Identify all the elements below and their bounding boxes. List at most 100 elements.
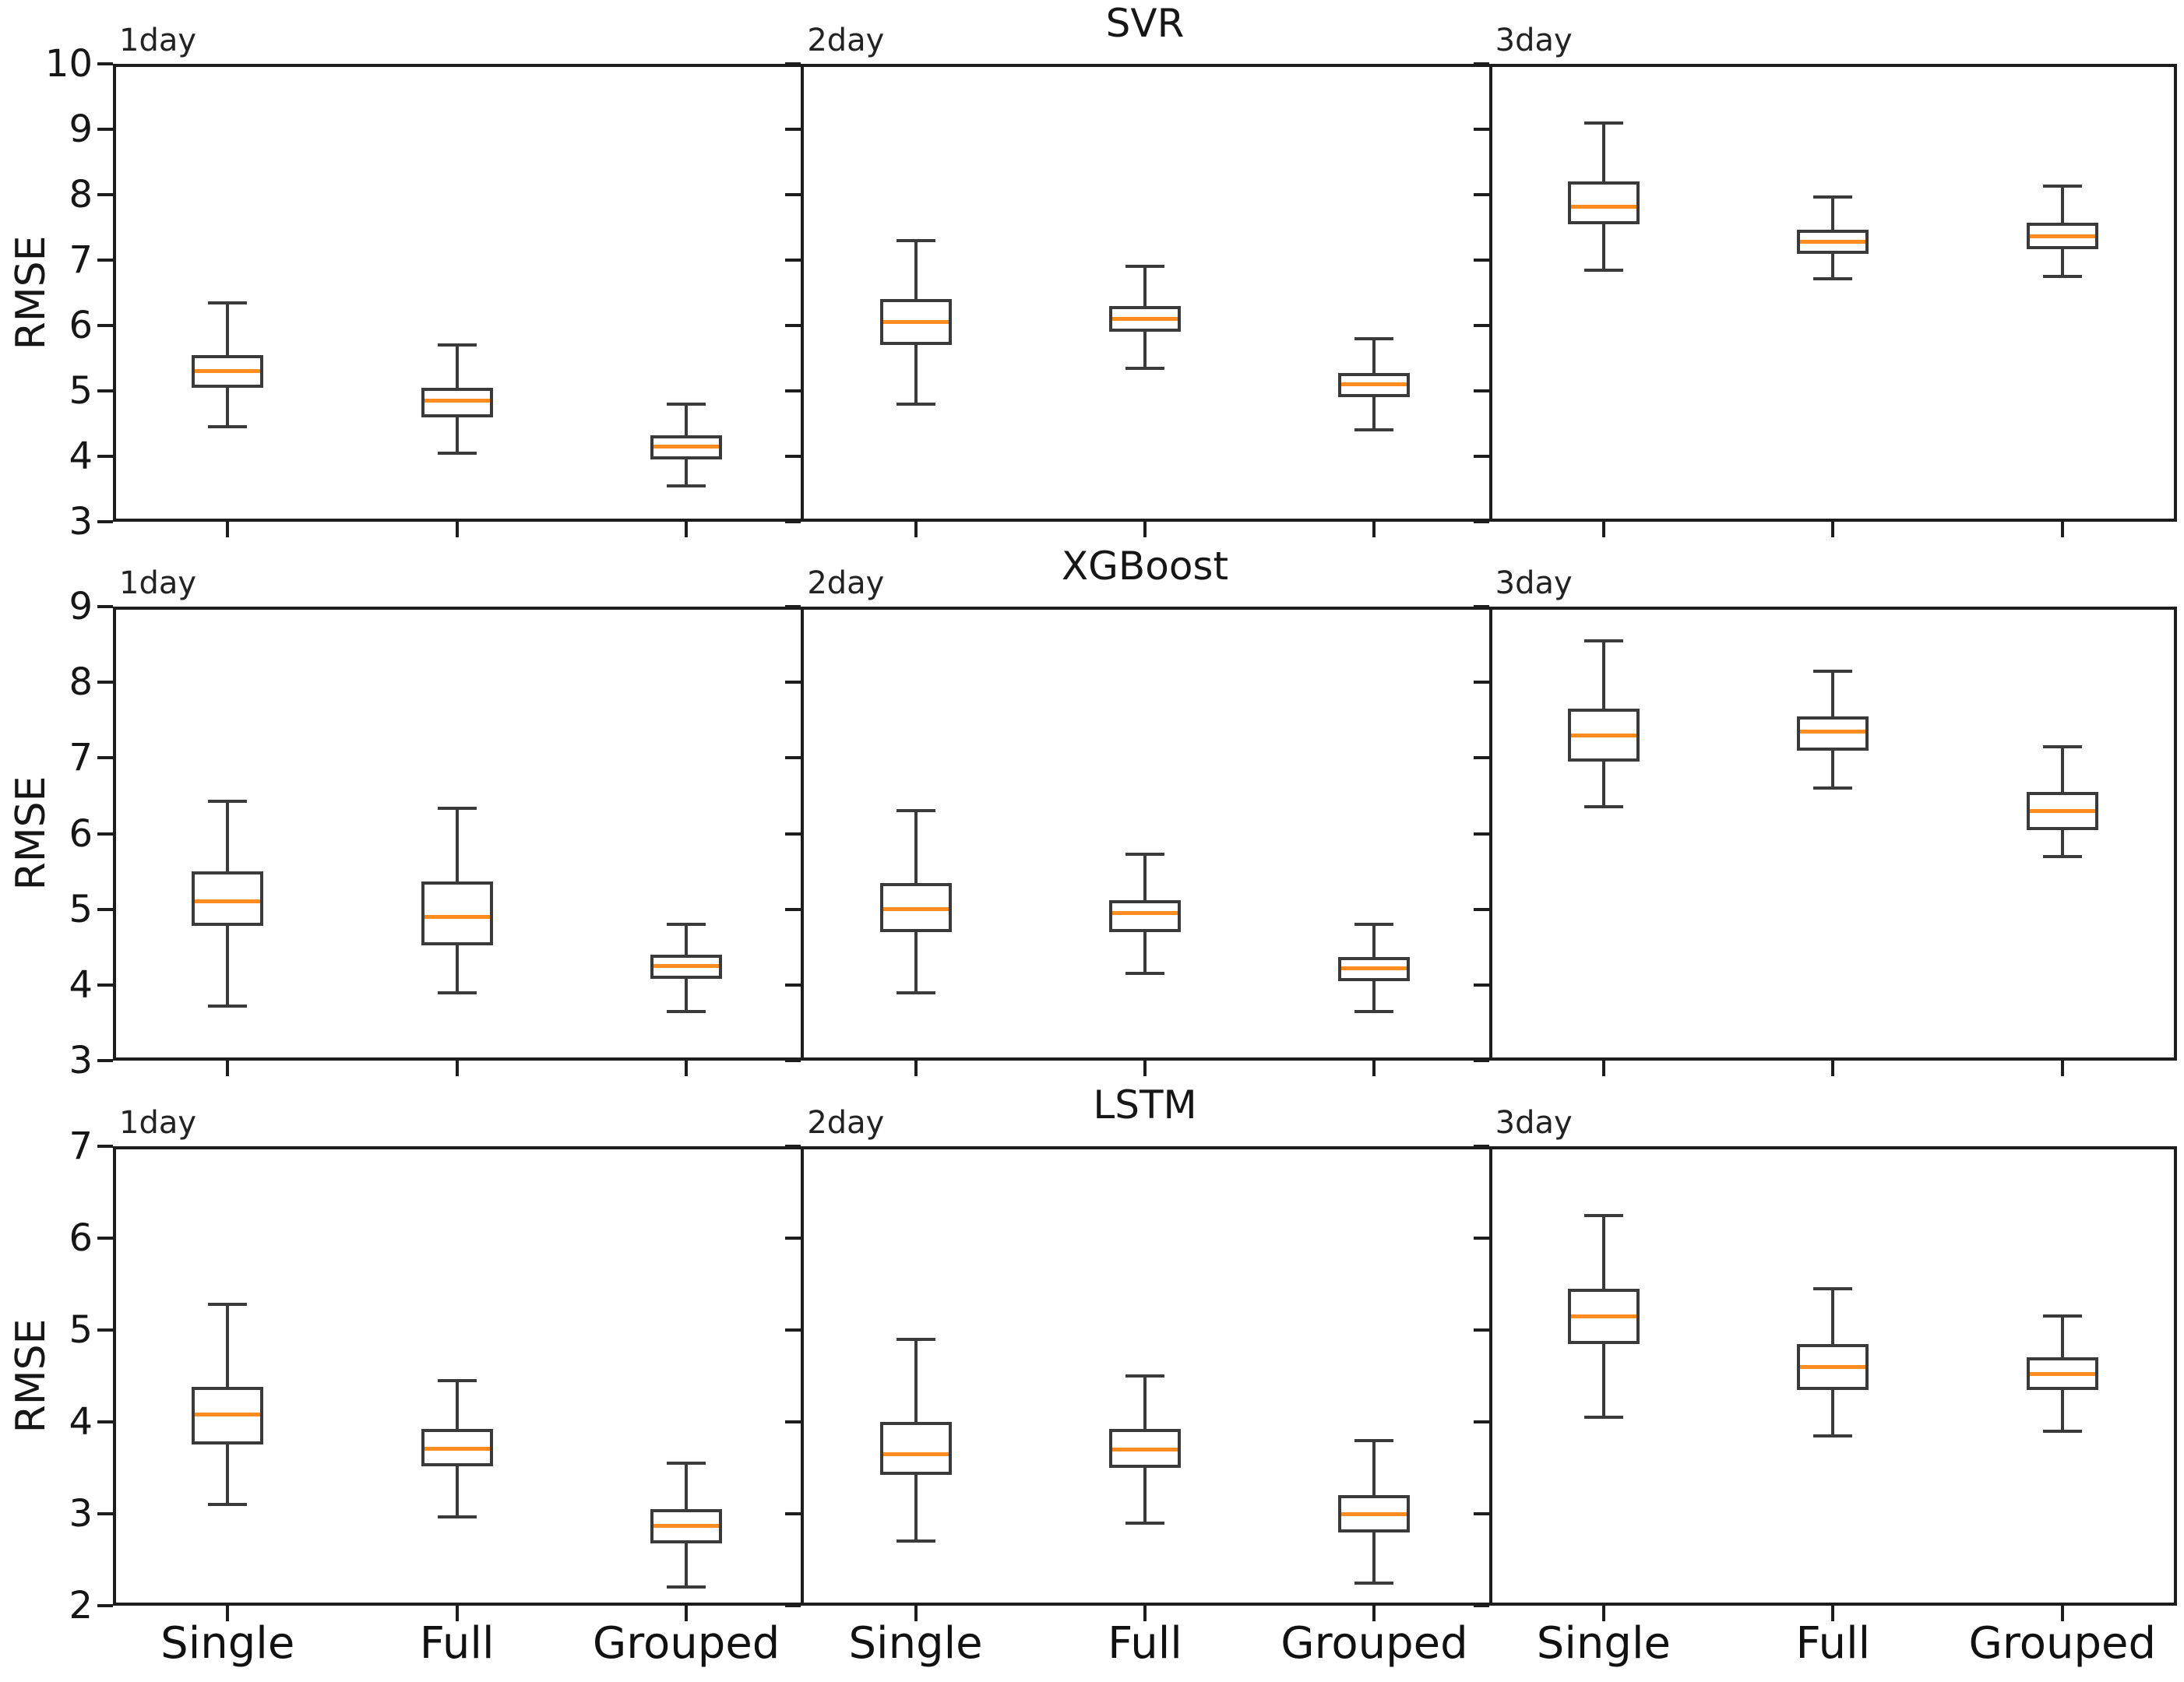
whisker-cap-top	[1813, 1286, 1853, 1290]
x-tick	[226, 1061, 230, 1076]
y-tick	[97, 1145, 113, 1148]
median-line	[882, 907, 949, 912]
y-tick	[97, 259, 113, 262]
x-tick	[1831, 1606, 1835, 1621]
whisker-cap-bottom	[667, 484, 706, 487]
y-tick	[785, 756, 801, 760]
x-category-label: Single	[1536, 1618, 1671, 1669]
y-tick	[785, 455, 801, 458]
panel-SVR-2day	[801, 64, 1489, 522]
y-tick	[785, 1512, 801, 1515]
y-tick-label: 5	[69, 887, 93, 931]
panel-XGBoost-2day	[801, 607, 1489, 1061]
x-category-label: Full	[419, 1618, 495, 1669]
x-tick	[1601, 1606, 1605, 1621]
y-tick-label: 8	[69, 660, 93, 705]
y-tick	[1473, 520, 1489, 523]
y-tick-label: 5	[69, 1308, 93, 1352]
y-tick-label: 6	[69, 1216, 93, 1260]
x-tick	[1831, 1061, 1835, 1076]
x-tick	[1601, 522, 1605, 537]
whisker-cap-top	[667, 402, 706, 406]
whisker-cap-bottom	[437, 1515, 477, 1518]
panel-SVR-1day	[113, 64, 801, 522]
y-tick	[1473, 681, 1489, 684]
panel-label-2day: 2day	[807, 23, 885, 58]
whisker-cap-bottom	[1813, 276, 1853, 280]
panel-label-1day: 1day	[119, 23, 197, 58]
whisker-cap-top	[1125, 1374, 1164, 1378]
y-tick-label: 6	[69, 304, 93, 347]
x-category-label: Single	[848, 1618, 983, 1669]
y-tick	[1473, 62, 1489, 65]
whisker-cap-top	[1583, 121, 1623, 125]
y-tick	[97, 681, 113, 684]
y-tick	[1473, 832, 1489, 836]
y-tick	[785, 1237, 801, 1240]
median-line	[424, 399, 490, 403]
median-line	[1112, 1447, 1178, 1452]
whisker-cap-top	[896, 238, 935, 242]
y-tick-label: 4	[69, 1400, 93, 1444]
y-tick-label: 7	[69, 736, 93, 780]
panel-label-1day: 1day	[119, 565, 197, 601]
y-tick	[97, 193, 113, 196]
y-tick	[1473, 1420, 1489, 1423]
median-line	[653, 1523, 720, 1528]
y-tick	[785, 832, 801, 836]
whisker-cap-bottom	[2042, 1429, 2082, 1433]
whisker-cap-bottom	[667, 1009, 706, 1013]
y-tick	[1473, 1059, 1489, 1062]
whisker-cap-top	[1813, 669, 1853, 673]
whisker-cap-bottom	[1813, 786, 1853, 790]
y-tick	[97, 756, 113, 760]
y-tick	[97, 62, 113, 65]
y-tick	[1473, 1145, 1489, 1148]
whisker-cap-bottom	[208, 1503, 248, 1507]
y-tick-label: 9	[69, 107, 93, 151]
y-tick	[97, 1237, 113, 1240]
x-tick	[1143, 1606, 1147, 1621]
y-tick	[785, 983, 801, 987]
whisker-cap-top	[1125, 852, 1164, 856]
x-tick	[455, 522, 459, 537]
whisker-cap-bottom	[1125, 972, 1164, 976]
y-tick	[785, 128, 801, 131]
whisker-cap-bottom	[1583, 805, 1623, 809]
median-line	[1570, 204, 1636, 209]
x-tick	[685, 1061, 689, 1076]
median-line	[882, 320, 949, 325]
y-tick-label: 2	[69, 1584, 93, 1627]
y-tick	[1473, 193, 1489, 196]
whisker-cap-bottom	[1813, 1434, 1853, 1437]
y-tick-label: 4	[69, 962, 93, 1007]
box-single	[879, 1422, 952, 1476]
row-title-lstm: LSTM	[1093, 1082, 1197, 1128]
y-tick	[97, 1328, 113, 1332]
box-full	[421, 881, 493, 946]
y-tick	[1473, 1237, 1489, 1240]
x-tick	[1372, 1606, 1376, 1621]
y-tick	[97, 832, 113, 836]
y-tick	[1473, 128, 1489, 131]
median-line	[1341, 1511, 1407, 1516]
median-line	[2029, 1372, 2095, 1377]
median-line	[1570, 733, 1636, 737]
whisker-cap-bottom	[208, 1005, 248, 1008]
whisker-cap-top	[2042, 185, 2082, 188]
x-tick	[1601, 1061, 1605, 1076]
y-tick	[785, 324, 801, 327]
median-line	[1112, 317, 1178, 322]
box-full	[1109, 900, 1181, 932]
y-tick	[1473, 1328, 1489, 1332]
whisker-cap-bottom	[667, 1585, 706, 1589]
y-tick-label: 9	[69, 585, 93, 628]
y-tick-label: 3	[69, 1492, 93, 1536]
whisker-cap-top	[437, 807, 477, 811]
x-category-label: Full	[1108, 1618, 1182, 1669]
panel-label-3day: 3day	[1495, 1105, 1573, 1141]
whisker-cap-top	[896, 809, 935, 813]
y-tick-label: 8	[69, 173, 93, 216]
x-tick	[685, 1606, 689, 1621]
y-tick-label: 4	[69, 435, 93, 478]
